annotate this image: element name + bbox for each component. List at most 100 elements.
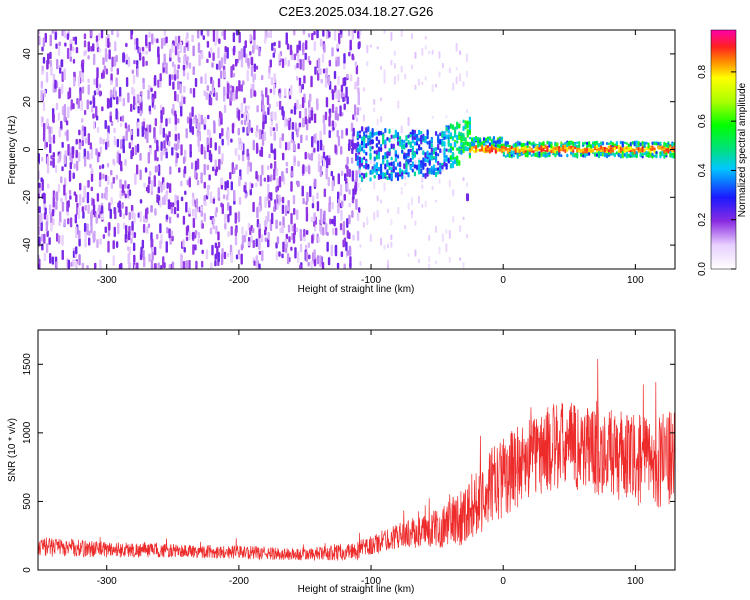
spectrogram-cell (135, 262, 139, 269)
spectrogram-cell (377, 166, 381, 172)
spectrogram-cell (211, 62, 214, 68)
spectrogram-cell (615, 151, 618, 155)
spectrogram-cell (79, 182, 82, 191)
spectrogram-cell (255, 130, 258, 138)
spectrogram-cell (103, 65, 107, 72)
spectrogram-cell (443, 147, 446, 154)
spectrogram-cell (405, 142, 408, 148)
spectrogram-cell (243, 185, 246, 193)
spectrogram-cell (376, 118, 379, 126)
spectrogram-cell (156, 157, 159, 162)
spectrogram-cell (390, 59, 393, 66)
spectrogram-cell (376, 195, 379, 202)
spectrogram-cell (500, 143, 503, 147)
spectrogram-cell (221, 127, 224, 137)
spectrogram-cell (365, 127, 368, 133)
spectrogram-cell (447, 138, 450, 145)
spectrogram-cell (171, 74, 174, 80)
spectrogram-cell (426, 153, 429, 158)
spectrogram-cell (194, 171, 197, 179)
spectrogram-cell (38, 206, 41, 214)
spectrogram-cell (528, 140, 531, 145)
spectrogram-cell (78, 129, 81, 136)
spectrogram-cell (363, 131, 366, 135)
spectrogram-cell (506, 149, 509, 154)
spectrogram-cell (55, 233, 59, 242)
spectrogram-cell (68, 170, 72, 182)
spectrogram-cell (380, 97, 383, 102)
spectrogram-cell (57, 46, 61, 56)
spectrogram-cell (403, 144, 406, 150)
spectrogram-cell (428, 154, 431, 160)
spectrogram-cell (637, 147, 640, 151)
spectrogram-cell (384, 139, 387, 145)
spectrogram-cell (380, 115, 383, 123)
spectrogram-cell (74, 214, 78, 224)
spectrogram-cell (369, 44, 372, 48)
spectrogram-cell (221, 31, 224, 37)
spectrogram-cell (455, 42, 458, 52)
spectrogram-cell (473, 149, 476, 153)
spectrogram-cell (87, 133, 91, 146)
spectrogram-cell (343, 194, 346, 201)
spectrogram-cell (215, 92, 218, 101)
spectrogram-cell (356, 107, 360, 116)
spectrogram-x-tick-label: 100 (627, 275, 644, 286)
spectrogram-cell (348, 51, 351, 57)
spectrogram-cell (105, 68, 108, 75)
spectrogram-cell (396, 154, 400, 159)
spectrogram-cell (247, 160, 250, 167)
spectrogram-cell (179, 83, 182, 94)
spectrogram-cell (480, 147, 484, 152)
spectrogram-cell (285, 167, 289, 174)
spectrogram-cell (337, 198, 341, 208)
spectrogram-cell (403, 139, 406, 144)
spectrogram-cell (623, 153, 626, 157)
spectrogram-cell (420, 163, 423, 168)
spectrogram-cell (220, 253, 224, 266)
spectrogram-cell (206, 164, 210, 171)
spectrogram-cell (273, 168, 276, 181)
spectrogram-cell (601, 141, 605, 146)
spectrogram-cell (554, 150, 557, 154)
spectrogram-cell (40, 213, 43, 223)
spectrogram-cell (200, 51, 204, 60)
spectrogram-cell (45, 243, 49, 253)
spectrogram-cell (332, 227, 335, 235)
spectrogram-cell (371, 130, 374, 136)
spectrogram-cell (294, 247, 297, 259)
spectrogram-cell (460, 135, 463, 141)
spectrogram-cell (466, 123, 469, 129)
spectrogram-cell (494, 140, 498, 145)
spectrogram-cell (313, 113, 317, 124)
spectrogram-cell (233, 93, 236, 102)
spectrogram-cell (394, 133, 397, 139)
spectrogram-cell (492, 140, 496, 144)
snr-x-ticks: -300 -200 -100 0 100 (97, 330, 644, 587)
spectrogram-cell (186, 116, 190, 124)
spectrogram-cell (311, 234, 314, 244)
spectrogram-cell (122, 138, 125, 149)
spectrogram-cell (210, 262, 213, 269)
spectrogram-cell (66, 33, 70, 40)
spectrogram-cell (422, 157, 425, 164)
spectrogram-cell (55, 43, 58, 49)
spectrogram-cell (293, 105, 297, 115)
spectrogram-cell (375, 136, 378, 142)
spectrogram-cell (115, 54, 118, 63)
spectrogram-cell (298, 110, 302, 119)
spectrogram-cell (119, 190, 122, 200)
spectrogram-cell (196, 179, 200, 186)
spectrogram-cell (516, 146, 519, 150)
spectrogram-cell (453, 132, 457, 138)
spectrogram-cell (49, 34, 52, 47)
spectrogram-cell (246, 148, 249, 157)
spectrogram-cell (81, 72, 85, 83)
spectrogram-cell (313, 221, 316, 227)
spectrogram-cell (232, 72, 236, 78)
spectrogram-cell (264, 114, 267, 124)
spectrogram-cell (328, 130, 331, 139)
spectrogram-cell (267, 72, 271, 79)
spectrogram-cell (339, 105, 342, 117)
spectrogram-cell (307, 261, 310, 267)
